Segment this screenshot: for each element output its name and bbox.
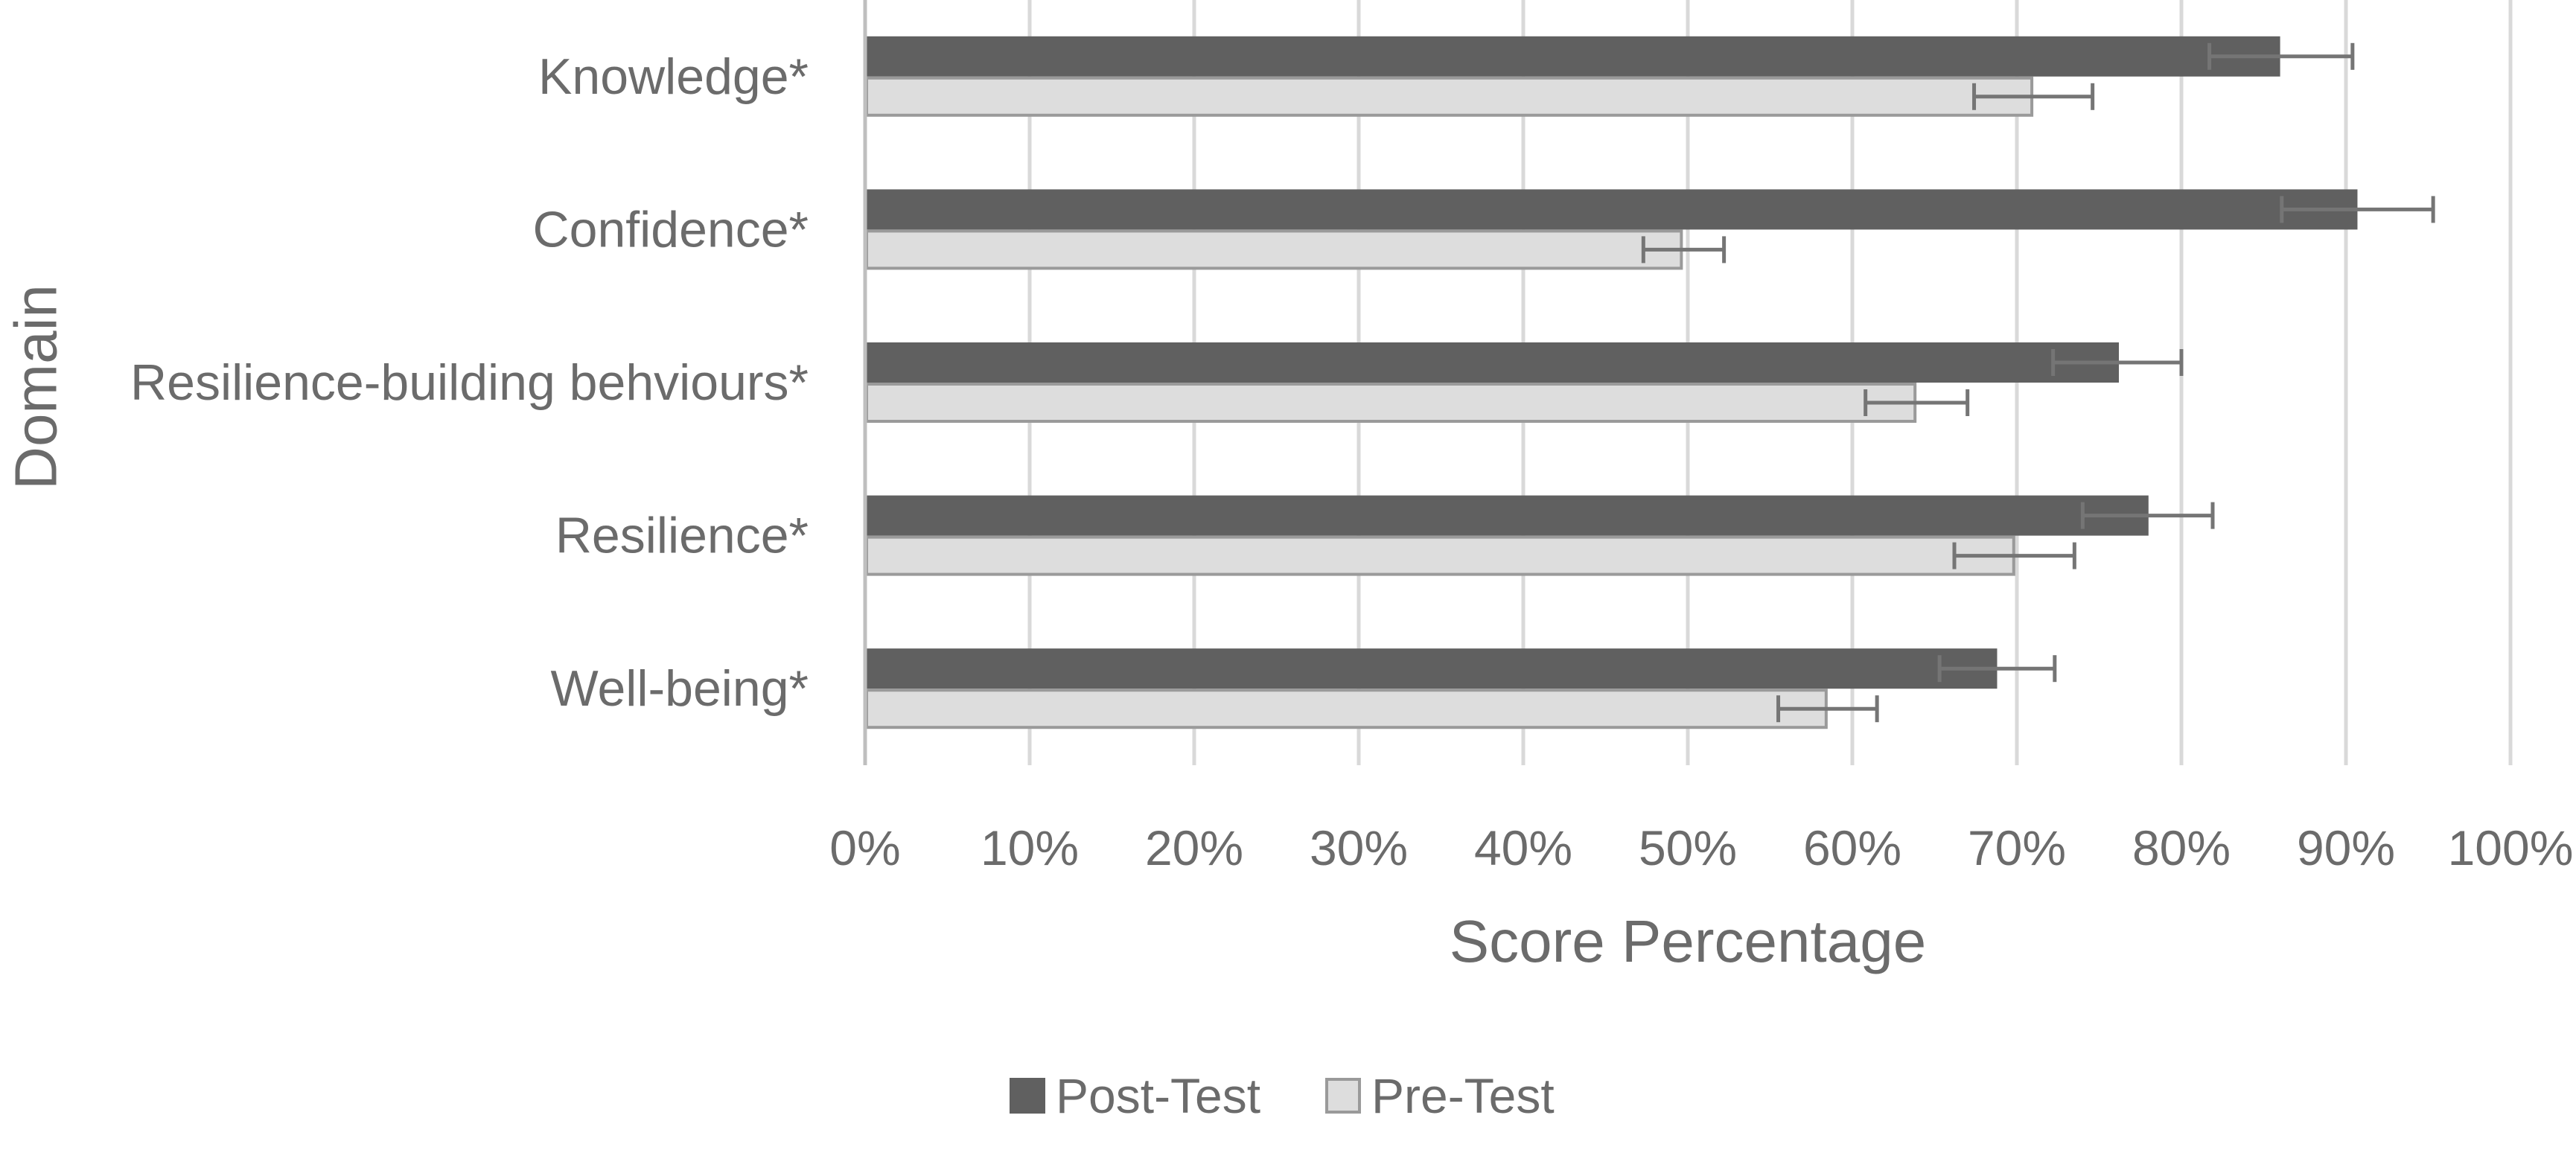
bar-pre-test-1 xyxy=(865,76,2034,117)
bar-pre-test-3 xyxy=(865,383,1917,423)
bar-pre-test-5 xyxy=(865,689,1828,729)
category-label: Resilience-building behviours* xyxy=(130,354,809,411)
x-tick-label: 50% xyxy=(1639,820,1737,875)
x-axis-title: Score Percentage xyxy=(1450,908,1926,974)
bar-post-test-3 xyxy=(865,342,2120,383)
bar-post-test-1 xyxy=(865,36,2280,77)
bar-post-test-4 xyxy=(865,495,2149,536)
category-label: Well-being* xyxy=(551,660,809,717)
x-tick-label: 20% xyxy=(1145,820,1243,875)
x-tick-label: 40% xyxy=(1474,820,1572,875)
x-tick-label: 30% xyxy=(1310,820,1408,875)
x-tick-label: 100% xyxy=(2448,820,2574,875)
x-tick-label: 60% xyxy=(1803,820,1901,875)
x-tick-label: 90% xyxy=(2297,820,2395,875)
bar-post-test-2 xyxy=(865,189,2358,230)
bar-pre-test-2 xyxy=(865,229,1683,270)
legend-swatch-pre-test xyxy=(1325,1078,1361,1114)
bar-pre-test-4 xyxy=(865,535,2015,576)
category-label: Knowledge* xyxy=(538,48,809,105)
x-tick-label: 80% xyxy=(2132,820,2231,875)
legend-swatch-post-test xyxy=(1010,1078,1045,1114)
legend-label: Post-Test xyxy=(1056,1068,1260,1123)
x-tick-label: 70% xyxy=(1968,820,2066,875)
y-axis-title: Domain xyxy=(3,284,69,490)
x-tick-label: 10% xyxy=(981,820,1079,875)
bar-post-test-5 xyxy=(865,648,1998,689)
category-label: Confidence* xyxy=(533,201,809,258)
x-tick-label: 0% xyxy=(829,820,900,875)
category-label: Resilience* xyxy=(555,508,809,564)
legend-label: Pre-Test xyxy=(1371,1068,1555,1123)
